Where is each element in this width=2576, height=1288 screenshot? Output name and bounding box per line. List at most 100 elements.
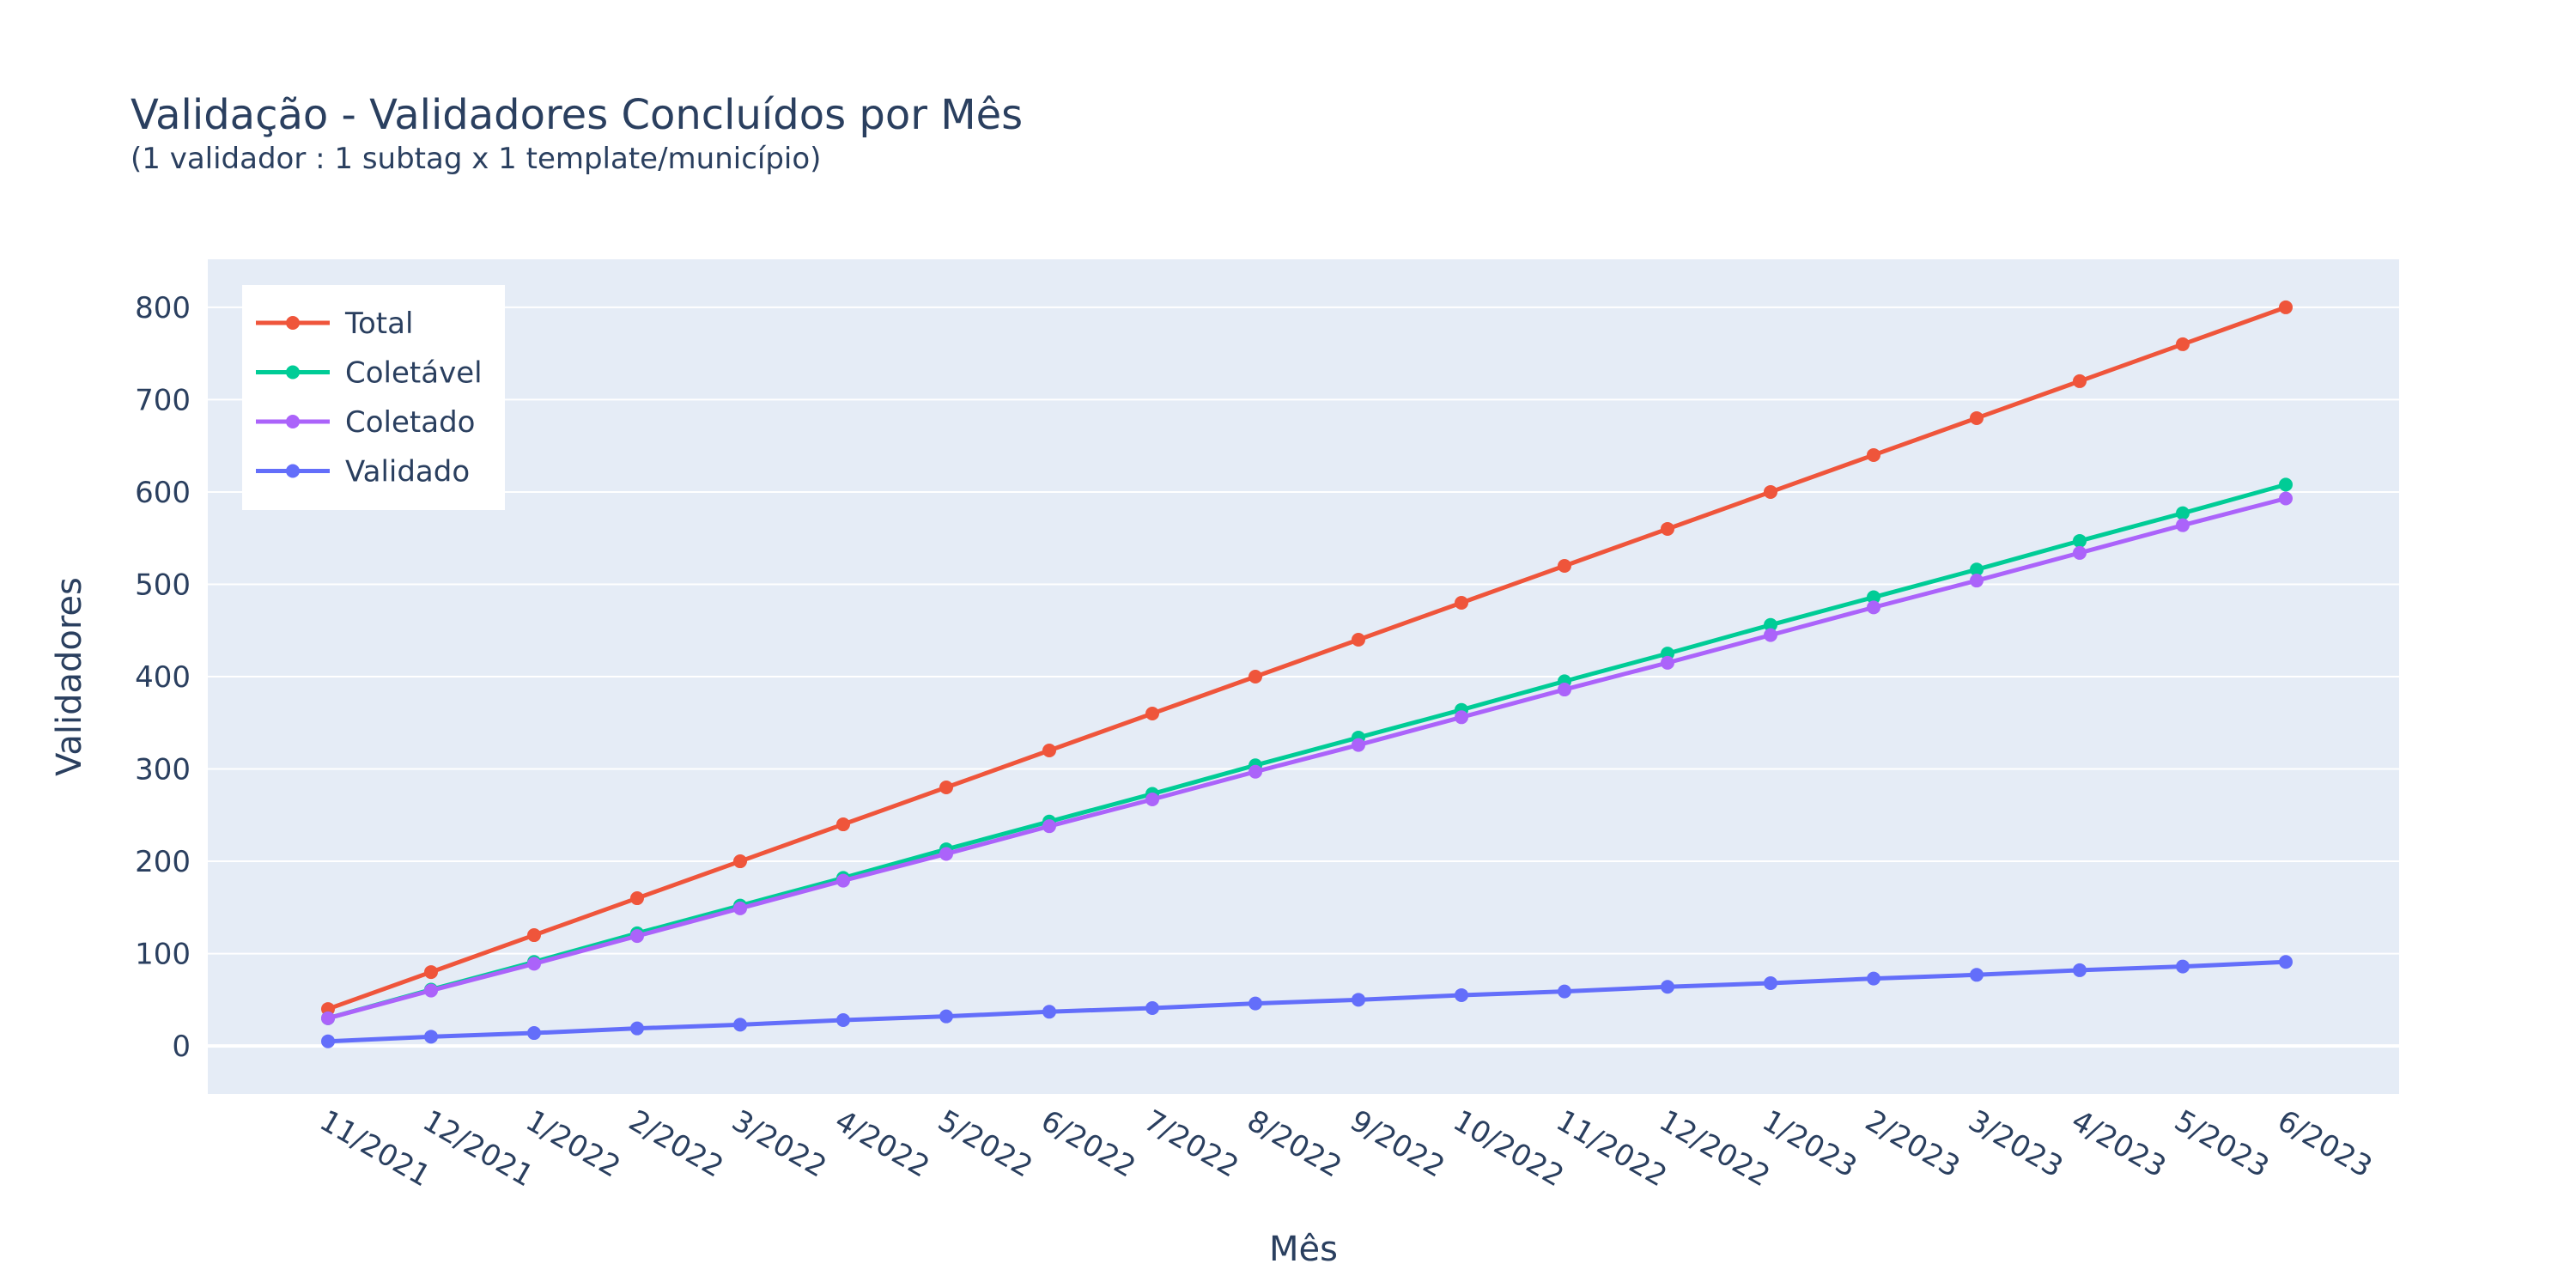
series-line [327, 496, 2287, 1021]
series-coletado [321, 491, 2293, 1025]
data-point [630, 891, 644, 906]
data-point [1764, 617, 1777, 632]
legend-marker [286, 316, 300, 330]
data-point [2176, 518, 2190, 532]
data-point [1558, 558, 1571, 573]
data-point [1764, 628, 1777, 642]
x-tick-label: 11/2022 [1551, 1103, 1673, 1194]
legend-item: Coletado [256, 405, 475, 440]
x-tick-label: 1/2023 [1757, 1103, 1863, 1184]
data-point [1764, 975, 1777, 990]
data-point [733, 854, 747, 869]
y-axis-ticks: 0 100 200 300 400 500 600 700 800 [135, 291, 191, 1064]
data-point [1455, 595, 1468, 610]
legend-label: Coletável [345, 356, 483, 391]
x-tick-label: 4/2023 [2066, 1103, 2172, 1184]
x-tick-label: 2/2022 [623, 1103, 730, 1184]
y-tick-label: 600 [135, 476, 191, 510]
legend-label: Validado [345, 455, 470, 489]
data-point [2176, 337, 2190, 351]
data-point [939, 781, 953, 795]
data-point [939, 847, 953, 861]
x-tick-label: 5/2023 [2169, 1103, 2275, 1184]
data-point [321, 1011, 335, 1025]
data-point [1455, 987, 1468, 1002]
y-tick-label: 400 [135, 660, 191, 695]
data-point [1455, 710, 1468, 725]
data-point [1764, 484, 1777, 499]
x-tick-label: 7/2022 [1139, 1103, 1245, 1184]
data-point [630, 929, 644, 944]
data-point [2073, 533, 2087, 548]
data-point [1661, 521, 1674, 536]
x-tick-label: 11/2021 [314, 1103, 436, 1194]
data-point [2176, 506, 2190, 520]
data-point [733, 901, 747, 915]
data-point [1145, 793, 1159, 807]
data-point [527, 957, 541, 971]
data-point [1558, 984, 1571, 999]
x-tick-label: 1/2022 [520, 1103, 627, 1184]
data-point [1042, 1005, 1056, 1019]
data-point [733, 1018, 747, 1032]
data-point [1867, 447, 1880, 462]
x-axis-title: Mês [1269, 1230, 1338, 1269]
data-point [1145, 1001, 1159, 1016]
gridlines [208, 306, 2399, 1048]
legend: Total Coletável Coletado Validado [242, 285, 505, 510]
data-point [630, 1021, 644, 1036]
data-point [1352, 632, 1365, 647]
x-tick-label: 6/2022 [1036, 1103, 1142, 1184]
y-tick-label: 100 [135, 938, 191, 972]
data-point [836, 817, 850, 832]
x-tick-label: 6/2023 [2272, 1103, 2379, 1184]
data-point [1249, 996, 1262, 1011]
x-tick-label: 3/2022 [726, 1103, 833, 1184]
data-point [2176, 959, 2190, 974]
chart-title: Validação - Validadores Concluídos por M… [131, 91, 1023, 139]
x-tick-label: 8/2022 [1242, 1103, 1348, 1184]
x-tick-label: 12/2022 [1654, 1103, 1776, 1194]
data-point [2073, 545, 2087, 560]
legend-marker [286, 464, 300, 478]
data-point [1867, 971, 1880, 986]
series-line [327, 305, 2287, 1012]
data-point [1661, 655, 1674, 670]
x-tick-label: 2/2023 [1860, 1103, 1966, 1184]
legend-marker [286, 365, 300, 380]
legend-marker [286, 415, 300, 428]
y-tick-label: 500 [135, 568, 191, 602]
series-validado [321, 955, 2293, 1048]
y-axis-title: Validadores [50, 577, 89, 776]
data-point [1970, 968, 1984, 982]
series-total [321, 300, 2293, 1017]
data-point [424, 983, 438, 998]
data-point [1970, 574, 1984, 588]
data-point [1249, 670, 1262, 683]
data-point [2279, 300, 2293, 314]
legend-item: Validado [256, 455, 470, 489]
x-tick-label: 3/2023 [1963, 1103, 2069, 1184]
data-point [424, 965, 438, 980]
chart-subtitle: (1 validador : 1 subtag x 1 template/mun… [131, 142, 821, 176]
legend-label: Total [344, 307, 413, 341]
x-tick-label: 4/2022 [829, 1103, 936, 1184]
legend-item: Total [256, 307, 413, 341]
series-line [327, 959, 2287, 1044]
data-point [1352, 993, 1365, 1007]
data-point [939, 1009, 953, 1024]
series-line [327, 482, 2287, 1021]
data-point [2279, 491, 2293, 506]
data-point [1867, 600, 1880, 615]
data-point [1145, 707, 1159, 721]
y-tick-label: 800 [135, 291, 191, 325]
x-tick-label: 9/2022 [1345, 1103, 1451, 1184]
x-tick-label: 12/2021 [417, 1103, 539, 1194]
data-point [527, 1026, 541, 1041]
data-point [1867, 590, 1880, 605]
data-point [321, 1034, 335, 1048]
series-group [321, 300, 2293, 1048]
data-point [424, 1030, 438, 1044]
data-point [1661, 980, 1674, 994]
